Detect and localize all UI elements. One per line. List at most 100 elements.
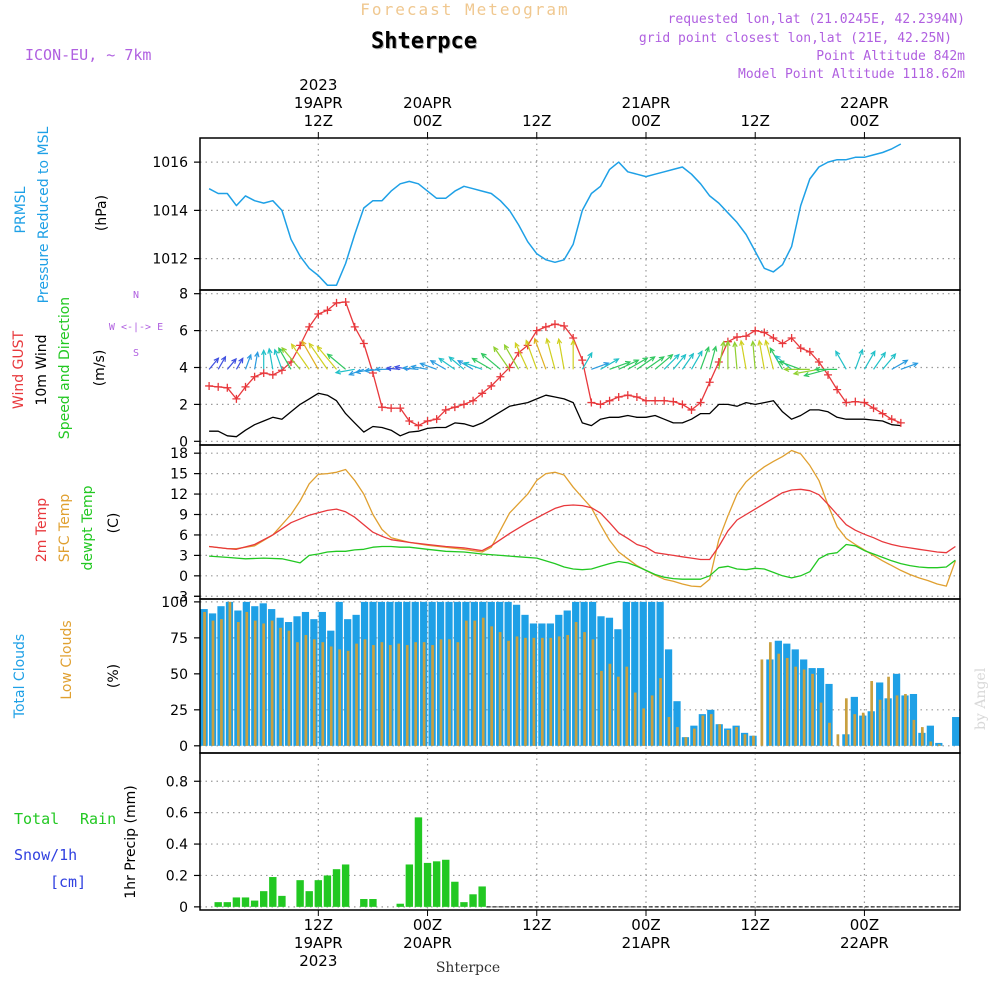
low-cloud-bar xyxy=(895,695,899,746)
temp-y-tick-label: 12 xyxy=(170,487,188,503)
wind-arrow xyxy=(334,368,355,375)
total-cloud-bar xyxy=(648,601,656,746)
wind-arrow-head xyxy=(814,366,821,373)
wind-arrow-shaft xyxy=(274,349,283,370)
low-cloud-bar xyxy=(794,666,798,746)
low-cloud-bar xyxy=(312,639,316,746)
rain-bar xyxy=(396,903,404,907)
low-cloud-bar xyxy=(203,611,206,746)
wind-arrow-shaft xyxy=(900,362,918,370)
wind-arrow-head xyxy=(570,339,576,346)
low-cloud-bar xyxy=(676,727,679,746)
pressure-y-tick-label: 1014 xyxy=(152,203,188,219)
precip-frame xyxy=(199,752,961,911)
total-cloud-bar xyxy=(673,701,681,746)
gust-marker xyxy=(378,403,387,412)
wind-arrow xyxy=(471,357,492,370)
wind-arrow-head xyxy=(410,364,417,370)
pressure-labels: PRMSL Pressure Reduced to MSL (hPa) xyxy=(13,126,110,303)
wind-arrow xyxy=(235,357,244,370)
pressure-plot xyxy=(208,143,902,286)
wind-arrow-shaft xyxy=(235,358,244,370)
wind-arrow-shaft xyxy=(525,340,538,370)
wind-arrow xyxy=(410,364,428,370)
low-cloud-bar xyxy=(861,712,865,746)
cloud-label-low: Low Clouds xyxy=(59,620,75,699)
gust-marker xyxy=(405,417,414,426)
low-cloud-bar xyxy=(802,669,806,746)
wind-arrow-head xyxy=(667,353,674,360)
bottom-tick-label: 20APR xyxy=(403,934,452,952)
precip-label-snow: Snow/1h xyxy=(14,846,77,864)
wind-arrow-head xyxy=(220,355,227,362)
low-cloud-bar xyxy=(422,642,426,746)
wind-arrow-shaft xyxy=(672,354,686,370)
gust-marker xyxy=(350,322,359,331)
gust-marker xyxy=(641,396,650,405)
low-cloud-bar xyxy=(464,620,468,746)
low-cloud-bar xyxy=(768,642,772,746)
wind-arrow xyxy=(260,348,267,370)
low-cloud-bar xyxy=(262,623,266,746)
compass-south: S xyxy=(133,348,139,359)
wind-arrow xyxy=(514,341,529,370)
wind-arrow xyxy=(636,356,656,370)
wind-arrow-shaft xyxy=(690,351,703,370)
wind-panel: 0 2 4 6 8 xyxy=(179,287,961,450)
total-cloud-bar xyxy=(952,717,960,746)
top-tick-label: 12Z xyxy=(304,112,333,130)
wind-arrow-shaft xyxy=(546,338,556,370)
wind-arrow-head xyxy=(769,347,775,354)
low-cloud-bar xyxy=(338,649,342,746)
top-tick-label: 00Z xyxy=(850,112,879,130)
wind-arrow-shaft xyxy=(627,357,648,370)
rain-bar xyxy=(369,899,377,907)
wind-arrow-head xyxy=(688,352,695,359)
wind-arrow xyxy=(783,366,810,373)
wind-arrow-head xyxy=(281,346,287,353)
low-cloud-bar xyxy=(540,637,544,746)
top-tick-label: 00Z xyxy=(413,112,442,130)
gust-marker xyxy=(232,394,241,403)
wind-arrow-shaft xyxy=(700,347,710,370)
low-cloud-bar xyxy=(777,653,781,746)
gust-marker xyxy=(487,381,496,390)
gust-marker xyxy=(869,404,878,413)
wind-arrow-shaft xyxy=(244,354,252,370)
gust-marker xyxy=(860,398,869,407)
temp-label-sfc: SFC Temp xyxy=(57,494,73,563)
temp-y-tick-label: 3 xyxy=(179,548,188,564)
low-cloud-bar xyxy=(532,637,536,746)
wind-arrow-shaft xyxy=(504,344,520,370)
wind-arrow-shaft xyxy=(420,362,437,370)
wind-arrow-head xyxy=(471,357,478,363)
wind-arrow-shaft xyxy=(752,341,756,370)
low-cloud-bar xyxy=(574,622,578,746)
wind-plot xyxy=(205,297,919,438)
wind-arrow-shaft xyxy=(254,352,259,370)
low-cloud-bar xyxy=(887,676,890,746)
wind-arrow xyxy=(900,362,919,370)
gust-marker xyxy=(560,321,569,330)
low-cloud-bar xyxy=(726,729,730,746)
wind-arrow-shaft xyxy=(663,354,680,370)
wind-arrow-shaft xyxy=(740,340,747,370)
wind-arrow-head xyxy=(448,356,455,362)
pressure-label-prmsl: PRMSL xyxy=(13,186,29,233)
wind-arrow xyxy=(778,360,801,370)
rain-bar xyxy=(432,861,441,907)
gust-marker xyxy=(678,400,687,409)
wind-arrow xyxy=(545,337,556,370)
low-cloud-bar xyxy=(490,626,494,746)
low-cloud-bar xyxy=(346,650,350,746)
low-cloud-bar xyxy=(600,670,603,746)
wind-arrow-head xyxy=(792,370,799,376)
gust-marker xyxy=(851,397,860,406)
wind-arrow xyxy=(448,356,465,370)
gust-marker xyxy=(733,333,742,342)
wind-arrow-shaft xyxy=(308,343,328,370)
low-cloud-bar xyxy=(583,632,586,746)
wind-arrow-head xyxy=(764,339,770,346)
wind-arrow xyxy=(429,360,447,370)
